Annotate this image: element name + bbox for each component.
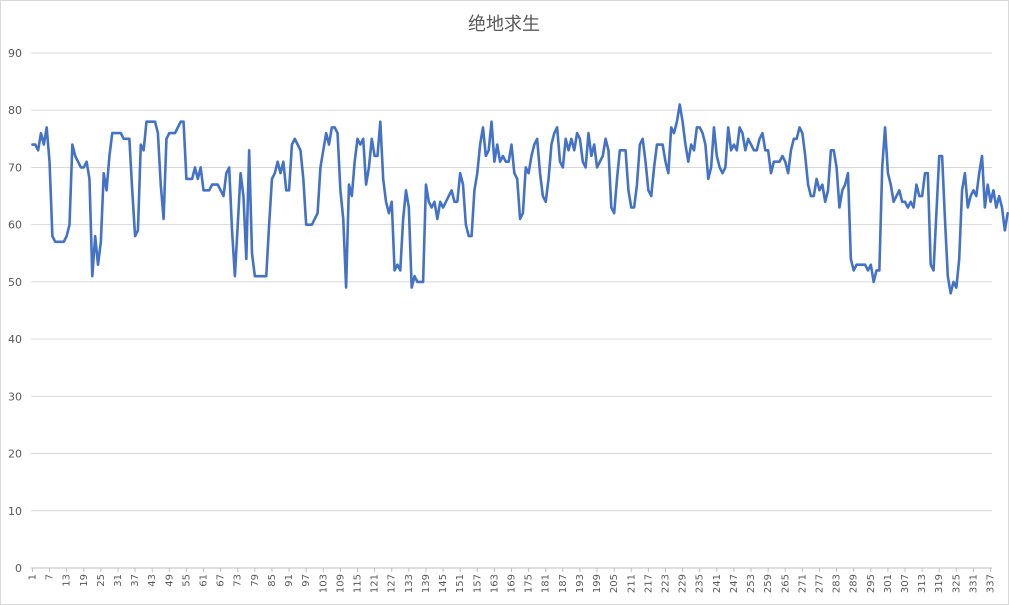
x-tick-label: 97 [301, 574, 312, 587]
x-tick-label: 133 [404, 574, 415, 593]
x-tick-label: 115 [353, 574, 364, 593]
x-tick-label: 19 [79, 574, 90, 587]
x-tick-label: 283 [832, 574, 843, 593]
x-tick-label: 319 [934, 574, 945, 593]
y-tick-label: 70 [8, 161, 22, 174]
x-tick-label: 271 [797, 574, 808, 593]
x-tick-label: 181 [541, 574, 552, 593]
x-tick-label: 151 [455, 574, 466, 593]
y-tick-label: 30 [8, 390, 22, 403]
x-tick-label: 265 [780, 574, 791, 593]
x-tick-label: 313 [917, 574, 928, 593]
x-tick-label: 235 [695, 574, 706, 593]
x-tick-label: 331 [968, 574, 979, 593]
x-tick-label: 325 [951, 574, 962, 593]
gridlines [31, 52, 992, 512]
x-tick-label: 103 [318, 574, 329, 593]
x-tick-label: 295 [866, 574, 877, 593]
y-tick-label: 80 [8, 104, 22, 117]
y-tick-label: 90 [8, 47, 22, 60]
x-tick-label: 139 [421, 574, 432, 593]
x-tick-label: 25 [96, 574, 107, 587]
x-tick-label: 49 [164, 574, 175, 587]
x-tick-label: 37 [130, 574, 141, 587]
series-line-1 [31, 103, 1009, 295]
x-tick-label: 61 [199, 574, 210, 587]
x-tick-label: 145 [438, 574, 449, 593]
x-tick-label: 73 [233, 574, 244, 587]
x-axis-tick-labels: 1 7 13 19 25 31 37 43 49 55 61 67 73 79 85 91 97 103 109 11… [27, 568, 997, 593]
x-tick-label: 241 [712, 574, 723, 593]
x-tick-label: 91 [284, 574, 295, 587]
x-tick-label: 193 [575, 574, 586, 593]
x-tick-label: 121 [370, 574, 381, 593]
y-tick-label: 60 [8, 219, 22, 232]
y-tick-label: 50 [8, 276, 22, 289]
x-tick-label: 7 [45, 574, 56, 580]
x-tick-label: 43 [147, 574, 158, 587]
x-tick-label: 229 [678, 574, 689, 593]
x-tick-label: 1 [27, 574, 38, 580]
y-tick-label: 40 [8, 333, 22, 346]
x-tick-label: 67 [216, 574, 227, 587]
x-tick-label: 289 [849, 574, 860, 593]
x-tick-label: 205 [609, 574, 620, 593]
chart-title: 绝地求生 [468, 14, 540, 35]
x-tick-label: 211 [626, 574, 637, 593]
x-tick-label: 217 [643, 574, 654, 593]
x-tick-label: 259 [763, 574, 774, 593]
x-tick-label: 337 [986, 574, 997, 593]
x-tick-label: 247 [729, 574, 740, 593]
y-tick-label: 10 [8, 505, 22, 518]
x-tick-label: 13 [62, 574, 73, 587]
x-tick-label: 109 [335, 574, 346, 593]
x-tick-label: 301 [883, 574, 894, 593]
x-tick-label: 169 [507, 574, 518, 593]
y-axis-tick-labels: 0 10 20 30 40 50 60 70 80 90 [8, 47, 22, 575]
x-tick-label: 79 [250, 574, 261, 587]
x-tick-label: 85 [267, 574, 278, 587]
y-tick-label: 0 [15, 562, 22, 575]
x-tick-label: 175 [524, 574, 535, 593]
x-tick-label: 253 [746, 574, 757, 593]
x-tick-label: 127 [387, 574, 398, 593]
x-tick-label: 223 [660, 574, 671, 593]
x-tick-label: 55 [181, 574, 192, 587]
x-tick-label: 187 [558, 574, 569, 593]
x-tick-label: 277 [814, 574, 825, 593]
x-tick-label: 199 [592, 574, 603, 593]
x-tick-label: 31 [113, 574, 124, 587]
x-tick-label: 163 [489, 574, 500, 593]
series-layer [31, 103, 1009, 295]
x-tick-label: 157 [472, 574, 483, 593]
x-tick-label: 307 [900, 574, 911, 593]
y-tick-label: 20 [8, 448, 22, 461]
